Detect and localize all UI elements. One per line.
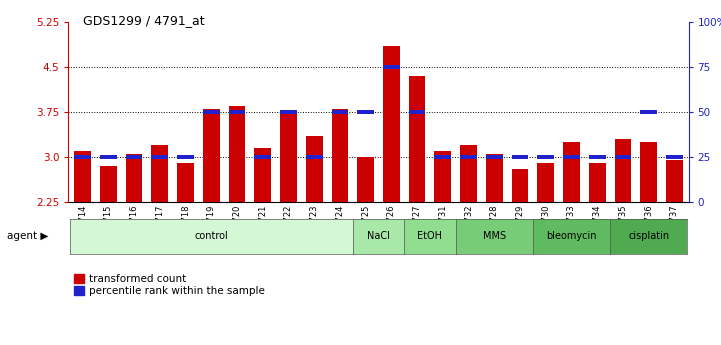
Bar bbox=[203, 109, 220, 202]
Bar bbox=[537, 163, 554, 202]
Bar bbox=[435, 151, 451, 202]
Bar bbox=[332, 110, 348, 114]
Bar bbox=[151, 155, 168, 159]
Text: GDS1299 / 4791_at: GDS1299 / 4791_at bbox=[83, 14, 205, 27]
Bar bbox=[358, 157, 374, 202]
Bar bbox=[306, 155, 322, 159]
Bar bbox=[666, 160, 683, 202]
Bar bbox=[589, 155, 606, 159]
Bar bbox=[614, 139, 632, 202]
Bar bbox=[74, 151, 91, 202]
Legend: transformed count, percentile rank within the sample: transformed count, percentile rank withi… bbox=[74, 274, 265, 296]
Bar bbox=[203, 110, 220, 114]
Bar bbox=[177, 155, 194, 159]
Bar bbox=[486, 155, 503, 159]
Text: agent ▶: agent ▶ bbox=[7, 231, 48, 241]
Bar bbox=[537, 155, 554, 159]
Bar bbox=[280, 110, 297, 114]
Bar bbox=[125, 154, 143, 202]
Text: cisplatin: cisplatin bbox=[628, 231, 669, 241]
Bar bbox=[255, 148, 271, 202]
Text: bleomycin: bleomycin bbox=[547, 231, 597, 241]
Bar bbox=[486, 154, 503, 202]
Bar bbox=[512, 155, 528, 159]
Bar bbox=[640, 110, 657, 114]
Bar bbox=[125, 155, 143, 159]
Bar bbox=[100, 166, 117, 202]
Bar bbox=[177, 163, 194, 202]
Text: NaCl: NaCl bbox=[367, 231, 390, 241]
Bar bbox=[332, 109, 348, 202]
Bar bbox=[255, 155, 271, 159]
Text: MMS: MMS bbox=[483, 231, 506, 241]
Bar bbox=[280, 112, 297, 202]
Bar bbox=[306, 136, 322, 202]
Text: control: control bbox=[195, 231, 228, 241]
Bar bbox=[74, 155, 91, 159]
Bar bbox=[409, 110, 425, 114]
Bar bbox=[229, 106, 245, 202]
Bar bbox=[409, 76, 425, 202]
Bar bbox=[151, 145, 168, 202]
Bar bbox=[100, 155, 117, 159]
Bar bbox=[589, 163, 606, 202]
Bar bbox=[640, 142, 657, 202]
Bar bbox=[512, 169, 528, 202]
Bar bbox=[563, 142, 580, 202]
Bar bbox=[666, 155, 683, 159]
Bar bbox=[460, 155, 477, 159]
Text: EtOH: EtOH bbox=[417, 231, 443, 241]
Bar bbox=[229, 110, 245, 114]
Bar bbox=[460, 145, 477, 202]
Bar bbox=[563, 155, 580, 159]
Bar bbox=[383, 65, 399, 69]
Bar bbox=[358, 110, 374, 114]
Bar bbox=[383, 46, 399, 202]
Bar bbox=[435, 155, 451, 159]
Bar bbox=[614, 155, 632, 159]
